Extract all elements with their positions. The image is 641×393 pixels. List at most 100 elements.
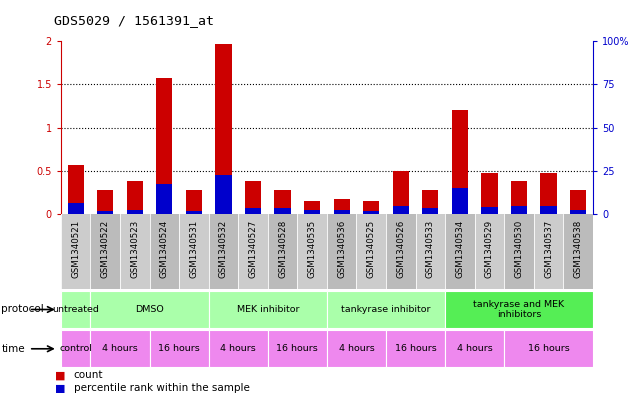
Text: 4 hours: 4 hours bbox=[102, 344, 138, 353]
Bar bbox=[274, 190, 291, 214]
Bar bbox=[333, 210, 350, 214]
Bar bbox=[156, 184, 172, 214]
Bar bbox=[327, 330, 386, 367]
Bar bbox=[333, 200, 350, 214]
Text: DMSO: DMSO bbox=[135, 305, 164, 314]
Bar bbox=[268, 214, 297, 289]
Bar bbox=[215, 44, 231, 214]
Text: GSM1340536: GSM1340536 bbox=[337, 220, 346, 278]
Bar bbox=[304, 210, 320, 214]
Bar bbox=[97, 190, 113, 214]
Bar bbox=[540, 173, 557, 214]
Bar bbox=[422, 208, 438, 214]
Bar bbox=[149, 330, 209, 367]
Bar bbox=[67, 165, 84, 214]
Text: GSM1340523: GSM1340523 bbox=[130, 220, 139, 278]
Text: GSM1340529: GSM1340529 bbox=[485, 220, 494, 278]
Text: 4 hours: 4 hours bbox=[338, 344, 374, 353]
Bar bbox=[304, 201, 320, 214]
Text: tankyrase inhibitor: tankyrase inhibitor bbox=[341, 305, 431, 314]
Text: GSM1340532: GSM1340532 bbox=[219, 220, 228, 278]
Bar bbox=[245, 208, 261, 214]
Bar bbox=[209, 291, 327, 328]
Text: MEK inhibitor: MEK inhibitor bbox=[237, 305, 299, 314]
Bar bbox=[504, 214, 534, 289]
Bar bbox=[149, 214, 179, 289]
Text: GSM1340530: GSM1340530 bbox=[515, 220, 524, 278]
Text: GSM1340525: GSM1340525 bbox=[367, 220, 376, 278]
Bar bbox=[156, 77, 172, 214]
Bar bbox=[445, 330, 504, 367]
Text: GSM1340535: GSM1340535 bbox=[308, 220, 317, 278]
Bar bbox=[61, 214, 90, 289]
Bar bbox=[97, 211, 113, 214]
Text: time: time bbox=[1, 344, 25, 354]
Bar bbox=[90, 291, 209, 328]
Text: ■: ■ bbox=[54, 370, 65, 380]
Bar bbox=[297, 214, 327, 289]
Bar bbox=[393, 171, 409, 214]
Bar bbox=[61, 291, 90, 328]
Text: GDS5029 / 1561391_at: GDS5029 / 1561391_at bbox=[54, 14, 215, 27]
Text: GSM1340534: GSM1340534 bbox=[455, 220, 465, 278]
Text: count: count bbox=[74, 370, 103, 380]
Bar bbox=[209, 214, 238, 289]
Text: GSM1340526: GSM1340526 bbox=[396, 220, 405, 278]
Bar bbox=[327, 214, 356, 289]
Bar bbox=[363, 211, 379, 214]
Text: 4 hours: 4 hours bbox=[457, 344, 492, 353]
Bar bbox=[511, 181, 527, 214]
Bar bbox=[238, 214, 268, 289]
Bar bbox=[127, 181, 143, 214]
Bar bbox=[386, 214, 415, 289]
Text: GSM1340537: GSM1340537 bbox=[544, 220, 553, 278]
Text: GSM1340538: GSM1340538 bbox=[574, 220, 583, 278]
Bar bbox=[179, 214, 209, 289]
Text: GSM1340531: GSM1340531 bbox=[189, 220, 199, 278]
Text: untreated: untreated bbox=[52, 305, 99, 314]
Bar bbox=[127, 210, 143, 214]
Text: 16 hours: 16 hours bbox=[395, 344, 437, 353]
Text: GSM1340527: GSM1340527 bbox=[249, 220, 258, 278]
Bar bbox=[386, 330, 445, 367]
Bar bbox=[268, 330, 327, 367]
Text: GSM1340522: GSM1340522 bbox=[101, 220, 110, 278]
Text: GSM1340533: GSM1340533 bbox=[426, 220, 435, 278]
Bar bbox=[422, 190, 438, 214]
Bar bbox=[504, 330, 593, 367]
Bar bbox=[215, 175, 231, 214]
Text: protocol: protocol bbox=[1, 305, 44, 314]
Bar bbox=[209, 330, 268, 367]
Bar bbox=[61, 330, 90, 367]
Text: 16 hours: 16 hours bbox=[528, 344, 569, 353]
Bar bbox=[393, 206, 409, 214]
Bar bbox=[415, 214, 445, 289]
Bar bbox=[327, 291, 445, 328]
Text: ■: ■ bbox=[54, 383, 65, 393]
Bar bbox=[445, 291, 593, 328]
Bar bbox=[356, 214, 386, 289]
Text: control: control bbox=[59, 344, 92, 353]
Bar bbox=[120, 214, 149, 289]
Bar bbox=[90, 214, 120, 289]
Bar bbox=[570, 210, 587, 214]
Bar bbox=[481, 207, 497, 214]
Bar bbox=[445, 214, 475, 289]
Text: GSM1340524: GSM1340524 bbox=[160, 220, 169, 278]
Bar bbox=[534, 214, 563, 289]
Bar bbox=[245, 181, 261, 214]
Bar bbox=[570, 190, 587, 214]
Bar bbox=[540, 206, 557, 214]
Text: tankyrase and MEK
inhibitors: tankyrase and MEK inhibitors bbox=[474, 300, 565, 319]
Text: 4 hours: 4 hours bbox=[221, 344, 256, 353]
Bar bbox=[186, 190, 202, 214]
Bar bbox=[475, 214, 504, 289]
Bar bbox=[481, 173, 497, 214]
Bar bbox=[363, 201, 379, 214]
Text: 16 hours: 16 hours bbox=[276, 344, 318, 353]
Bar bbox=[452, 110, 468, 214]
Bar bbox=[67, 203, 84, 214]
Bar bbox=[452, 188, 468, 214]
Text: percentile rank within the sample: percentile rank within the sample bbox=[74, 383, 249, 393]
Bar bbox=[563, 214, 593, 289]
